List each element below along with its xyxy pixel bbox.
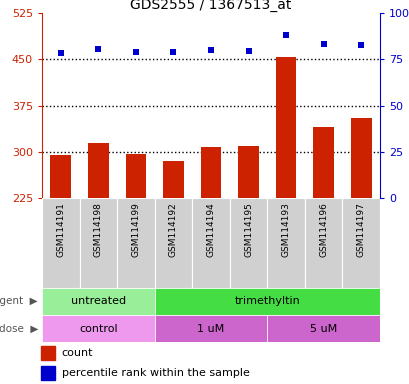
Bar bbox=[350, 118, 371, 198]
Bar bbox=[41, 346, 55, 360]
Bar bbox=[41, 366, 55, 380]
Text: percentile rank within the sample: percentile rank within the sample bbox=[61, 368, 249, 378]
Bar bbox=[200, 147, 221, 198]
Bar bbox=[125, 154, 146, 198]
Text: agent  ▶: agent ▶ bbox=[0, 296, 38, 306]
Bar bbox=[342, 198, 379, 288]
Text: 5 uM: 5 uM bbox=[309, 323, 337, 333]
Bar bbox=[154, 315, 267, 342]
Bar bbox=[42, 288, 154, 315]
Text: trimethyltin: trimethyltin bbox=[234, 296, 299, 306]
Bar bbox=[192, 198, 229, 288]
Text: GSM114194: GSM114194 bbox=[206, 202, 215, 257]
Text: control: control bbox=[79, 323, 117, 333]
Text: count: count bbox=[61, 348, 93, 358]
Text: GSM114191: GSM114191 bbox=[56, 202, 65, 257]
Bar bbox=[304, 198, 342, 288]
Text: GSM114193: GSM114193 bbox=[281, 202, 290, 257]
Text: GSM114198: GSM114198 bbox=[94, 202, 103, 257]
Bar bbox=[154, 198, 192, 288]
Bar bbox=[117, 198, 154, 288]
Bar bbox=[79, 198, 117, 288]
Text: GSM114195: GSM114195 bbox=[243, 202, 252, 257]
Bar bbox=[229, 198, 267, 288]
Bar bbox=[154, 288, 379, 315]
Text: GSM114192: GSM114192 bbox=[169, 202, 178, 257]
Bar bbox=[50, 155, 71, 198]
Bar bbox=[163, 161, 183, 198]
Title: GDS2555 / 1367513_at: GDS2555 / 1367513_at bbox=[130, 0, 291, 12]
Bar bbox=[42, 315, 154, 342]
Text: dose  ▶: dose ▶ bbox=[0, 323, 38, 333]
Bar bbox=[238, 146, 258, 198]
Text: GSM114196: GSM114196 bbox=[318, 202, 327, 257]
Bar bbox=[267, 315, 379, 342]
Bar bbox=[88, 142, 108, 198]
Text: GSM114199: GSM114199 bbox=[131, 202, 140, 257]
Text: untreated: untreated bbox=[71, 296, 126, 306]
Text: 1 uM: 1 uM bbox=[197, 323, 224, 333]
Bar bbox=[42, 198, 79, 288]
Bar bbox=[312, 127, 333, 198]
Bar bbox=[267, 198, 304, 288]
Text: GSM114197: GSM114197 bbox=[356, 202, 365, 257]
Bar bbox=[275, 57, 296, 198]
